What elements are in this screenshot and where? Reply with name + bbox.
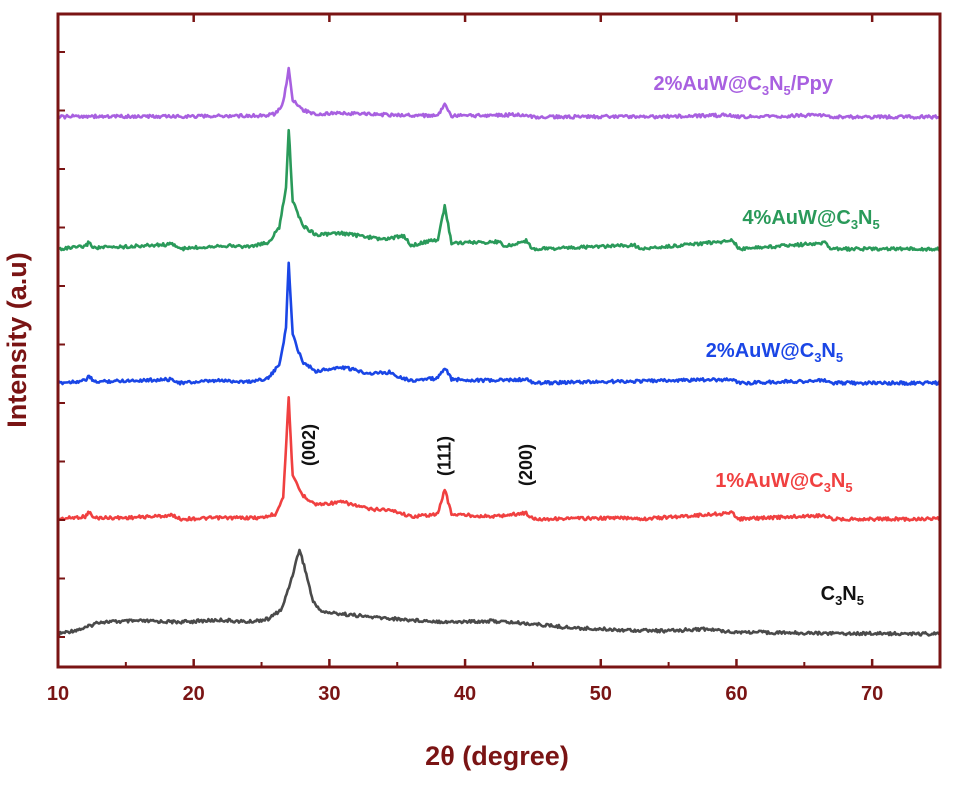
- series-label-4: 2%AuW@C3N5/Ppy: [653, 73, 833, 98]
- series-label-0: C3N5: [821, 583, 864, 608]
- peak-label-0: (002): [299, 424, 319, 466]
- peak-label-1: (111): [435, 436, 455, 476]
- x-tick-label: 40: [454, 683, 476, 705]
- series-line-3: [57, 128, 941, 252]
- series-labels: C3N5 1%AuW@C3N5 2%AuW@C3N5 4%AuW@C3N5 2%AuW@…: [653, 73, 879, 608]
- peak-label-2: (200): [516, 444, 536, 486]
- axes: 10 20 30 40 50 60 70: [47, 12, 942, 705]
- x-tick-label: 10: [47, 683, 69, 705]
- series-layer: [56, 66, 941, 637]
- series-line-1: [56, 396, 941, 522]
- x-tick-label: 50: [590, 683, 612, 705]
- x-tick-label: 70: [861, 683, 883, 705]
- peak-annotations: (002) (111) (200): [299, 424, 536, 486]
- series-line-0: [56, 548, 941, 637]
- series-label-2: 2%AuW@C3N5: [706, 340, 843, 365]
- plot-frame: [56, 12, 942, 669]
- x-tick-label: 20: [183, 683, 205, 705]
- x-tick-label: 60: [725, 683, 747, 705]
- series-label-1: 1%AuW@C3N5: [715, 470, 852, 495]
- y-axis-title: Intensity (a.u): [2, 252, 32, 428]
- x-tick-label: 30: [318, 683, 340, 705]
- series-line-4: [56, 66, 941, 120]
- series-line-2: [57, 261, 941, 386]
- x-axis-title: 2θ (degree): [425, 741, 569, 771]
- series-label-3: 4%AuW@C3N5: [742, 207, 879, 232]
